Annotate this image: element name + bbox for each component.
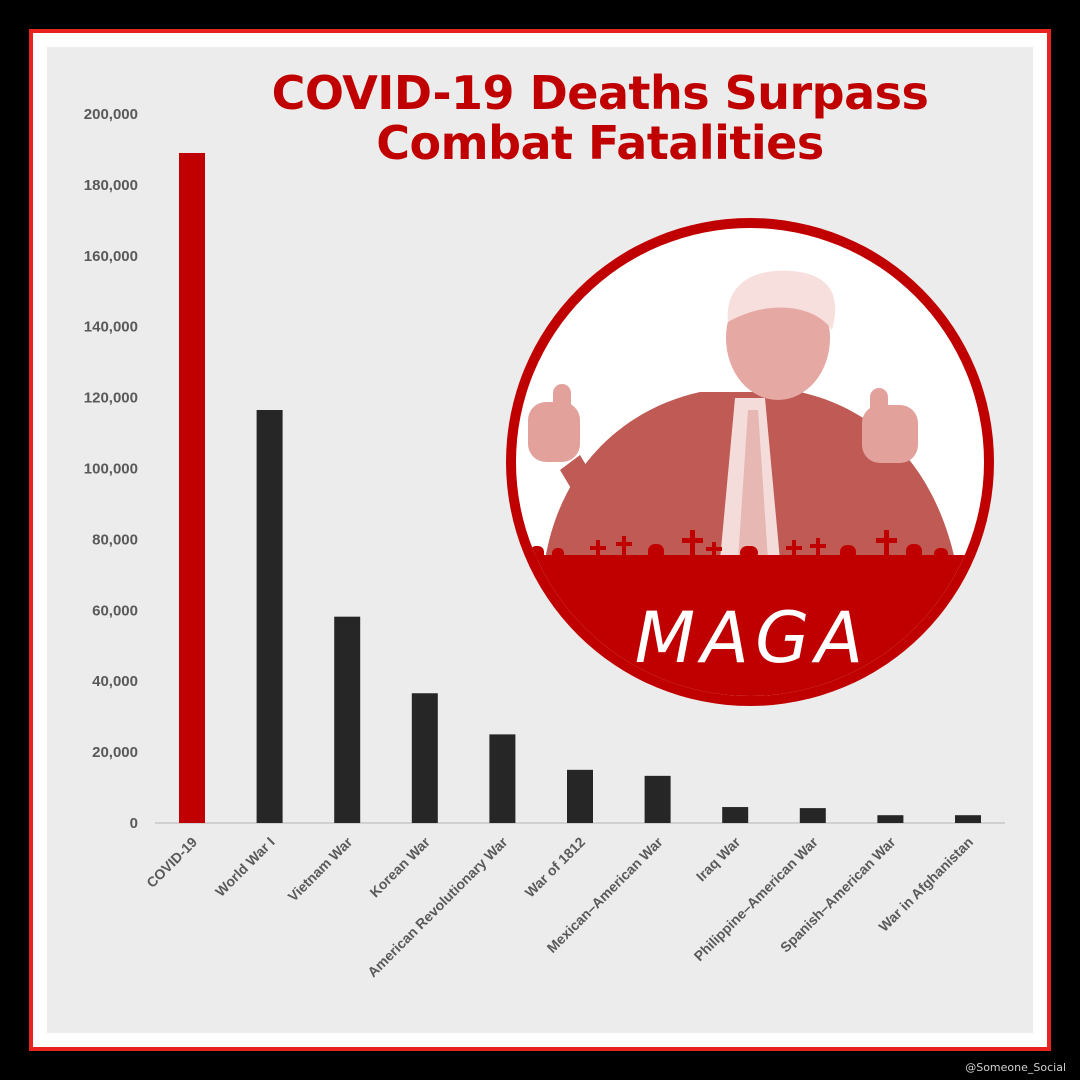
maga-badge: MAGA xyxy=(506,218,994,706)
bar xyxy=(567,769,593,823)
bar xyxy=(489,734,516,823)
bar xyxy=(179,152,205,823)
y-tick-label: 160,000 xyxy=(84,248,138,265)
y-tick-label: 120,000 xyxy=(84,390,138,407)
x-tick-label: Korean War xyxy=(366,833,433,900)
x-tick-label: COVID-19 xyxy=(143,834,200,891)
person-thumbs-up-illustration xyxy=(528,270,955,560)
y-tick-label: 200,000 xyxy=(84,106,138,123)
bar xyxy=(955,815,981,823)
chart-title-line-2: Combat Fatalities xyxy=(376,116,824,170)
x-tick-label: American Revolutionary War xyxy=(364,833,511,980)
y-tick-label: 80,000 xyxy=(92,531,138,548)
x-tick-label: World War I xyxy=(212,834,278,900)
x-tick-label: Vietnam War xyxy=(285,833,356,904)
bar xyxy=(411,693,438,823)
x-tick-label: Iraq War xyxy=(693,833,744,884)
y-tick-label: 100,000 xyxy=(84,461,138,478)
bar xyxy=(722,807,749,823)
badge-text: MAGA xyxy=(635,597,869,679)
chart-title-line-1: COVID-19 Deaths Surpass xyxy=(271,66,929,120)
y-tick-label: 40,000 xyxy=(92,673,138,690)
y-tick-label: 180,000 xyxy=(84,177,138,194)
bar xyxy=(644,775,671,823)
y-tick-label: 140,000 xyxy=(84,319,138,336)
y-tick-label: 60,000 xyxy=(92,602,138,619)
bar xyxy=(256,410,283,823)
graveyard-silhouette-icon xyxy=(530,530,948,560)
y-tick-label: 0 xyxy=(130,815,138,832)
bar xyxy=(799,808,826,823)
bar xyxy=(877,815,904,823)
y-tick-label: 20,000 xyxy=(92,744,138,761)
watermark: @Someone_Social xyxy=(965,1061,1066,1074)
x-tick-label: Philippine–American War xyxy=(691,833,822,964)
chart-title: COVID-19 Deaths Surpass Combat Fatalitie… xyxy=(200,68,1000,168)
bar xyxy=(334,616,361,823)
x-tick-label: War of 1812 xyxy=(522,834,589,901)
